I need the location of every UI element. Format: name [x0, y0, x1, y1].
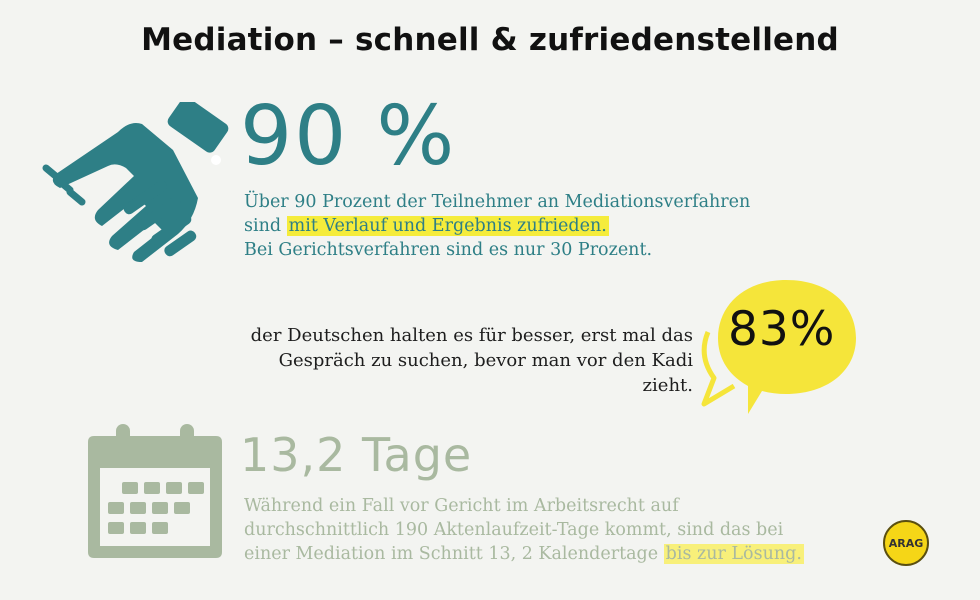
stat-90-line2-pre: sind	[244, 216, 287, 236]
stat-days-line3-pre: einer Mediation im Schnitt 13, 2 Kalende…	[244, 544, 664, 564]
stat-90-line3: Bei Gerichtsverfahren sind es nur 30 Pro…	[244, 240, 653, 260]
stat-90-line2: sind mit Verlauf und Ergebnis zufrieden.	[244, 214, 750, 238]
stat-83-text: der Deutschen halten es für besser, erst…	[243, 323, 693, 398]
stat-83-value: 83%	[728, 302, 836, 357]
arag-logo: ARAG	[883, 520, 929, 566]
stat-days-value: 13,2 Tage	[240, 428, 473, 482]
stat-90-text: Über 90 Prozent der Teilnehmer an Mediat…	[244, 190, 750, 262]
stat-83-line1: der Deutschen halten es für besser, erst…	[250, 325, 693, 346]
handshake-icon	[42, 102, 229, 262]
speech-bubble-icon	[701, 280, 856, 414]
stat-90-value: 90 %	[240, 89, 457, 184]
stat-days-line3: einer Mediation im Schnitt 13, 2 Kalende…	[244, 542, 804, 566]
stat-days-text: Während ein Fall vor Gericht im Arbeitsr…	[244, 494, 804, 566]
stat-90-line1: Über 90 Prozent der Teilnehmer an Mediat…	[244, 192, 751, 212]
highlight: mit Verlauf und Ergebnis zufrieden.	[286, 216, 609, 236]
calendar-icon	[88, 424, 222, 558]
stat-83-line2: Gespräch zu suchen, bevor man vor den Ka…	[278, 350, 693, 396]
highlight: bis zur Lösung.	[663, 544, 804, 564]
stat-days-line1: Während ein Fall vor Gericht im Arbeitsr…	[244, 496, 679, 516]
stat-days-line2: durchschnittlich 190 Aktenlaufzeit-Tage …	[244, 520, 784, 540]
page-title: Mediation – schnell & zufriedenstellend	[141, 22, 839, 58]
